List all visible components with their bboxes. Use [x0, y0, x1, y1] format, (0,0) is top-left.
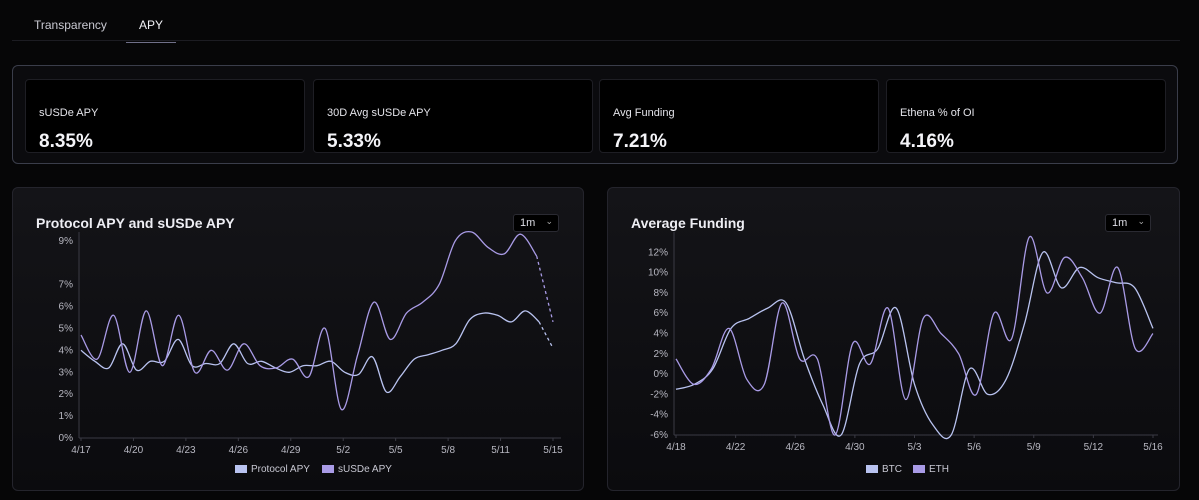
range-dropdown[interactable]: 1m ⌄: [513, 214, 559, 232]
x-tick-label: 5/3: [908, 442, 922, 453]
y-tick-label: -2%: [650, 389, 668, 400]
series-line-susde-apy: [80, 231, 538, 411]
y-tick-label: 1%: [59, 411, 74, 422]
stats-panel: sUSDe APY 8.35% 30D Avg sUSDe APY 5.33% …: [12, 65, 1178, 164]
stat-card-susde-apy: sUSDe APY 8.35%: [25, 79, 305, 153]
y-tick-label: 10%: [648, 268, 668, 279]
legend-label: ETH: [929, 464, 949, 475]
series-line-protocol-apy: [80, 310, 540, 394]
x-tick-label: 4/18: [666, 442, 686, 453]
x-tick-label: 5/16: [1143, 442, 1163, 453]
y-tick-label: 3%: [59, 367, 74, 378]
stat-value: 8.35%: [39, 131, 93, 152]
x-tick-label: 4/17: [71, 445, 91, 456]
apy-chart-panel: Protocol APY and sUSDe APY 1m ⌄ 0% 1% 2% 3%…: [12, 187, 584, 491]
legend-swatch: [913, 465, 925, 473]
x-tick-label: 4/23: [176, 445, 196, 456]
y-tick-label: 5%: [59, 323, 74, 334]
x-tick-label: 4/26: [229, 445, 249, 456]
x-tick-label: 4/29: [281, 445, 301, 456]
tab-transparency[interactable]: Transparency: [34, 18, 107, 32]
tab-bar: Transparency APY: [12, 0, 1180, 43]
legend-item-eth[interactable]: ETH: [913, 464, 949, 475]
series-line-projected: [536, 255, 554, 323]
funding-chart-panel: Average Funding 1m ⌄ -6% -4% -2% 0% 2% 4% 6% 8%…: [607, 187, 1180, 491]
stat-value: 7.21%: [613, 131, 667, 152]
y-tick-label: 0%: [654, 369, 669, 380]
x-tick-label: 5/2: [336, 445, 350, 456]
legend-item-protocol-apy[interactable]: Protocol APY: [235, 464, 310, 475]
stat-label: 30D Avg sUSDe APY: [327, 107, 431, 119]
range-value: 1m: [520, 217, 536, 229]
stat-card-avg-funding: Avg Funding 7.21%: [599, 79, 879, 153]
x-tick-label: 4/30: [845, 442, 865, 453]
y-tick-label: 9%: [59, 236, 74, 247]
y-tick-label: 2%: [59, 389, 74, 400]
y-tick-label: -6%: [650, 430, 668, 441]
y-tick-label: 6%: [654, 308, 669, 319]
x-tick-label: 5/8: [441, 445, 455, 456]
range-value: 1m: [1112, 217, 1128, 229]
stat-value: 5.33%: [327, 131, 381, 152]
x-tick-label: 5/12: [1084, 442, 1104, 453]
x-tick-label: 5/9: [1027, 442, 1041, 453]
legend-item-susde-apy[interactable]: sUSDe APY: [322, 464, 392, 475]
x-tick-label: 5/5: [389, 445, 403, 456]
legend-swatch: [866, 465, 878, 473]
legend-item-btc[interactable]: BTC: [866, 464, 902, 475]
y-tick-label: 8%: [654, 288, 669, 299]
legend-label: sUSDe APY: [338, 464, 392, 475]
stat-label: sUSDe APY: [39, 107, 99, 119]
chart-title: Average Funding: [631, 215, 745, 231]
chevron-down-icon: ⌄: [1137, 216, 1145, 226]
stat-label: Avg Funding: [613, 107, 675, 119]
series-line-eth: [675, 236, 1154, 436]
series-line-btc: [675, 251, 1154, 440]
y-tick-label: 6%: [59, 302, 74, 313]
x-tick-label: 4/20: [124, 445, 144, 456]
funding-chart: -6% -4% -2% 0% 2% 4% 6% 8% 10% 12% 4/18 4/22 4/26 4/3…: [648, 232, 1163, 453]
series-line-projected: [538, 321, 554, 349]
legend-swatch: [235, 465, 247, 473]
x-tick-label: 4/22: [726, 442, 746, 453]
y-tick-label: -4%: [650, 410, 668, 421]
x-tick-label: 5/6: [967, 442, 981, 453]
stat-card-30d-avg: 30D Avg sUSDe APY 5.33%: [313, 79, 593, 153]
y-tick-label: 0%: [59, 433, 74, 444]
legend-label: BTC: [882, 464, 902, 475]
x-tick-label: 5/15: [543, 445, 563, 456]
y-tick-label: 7%: [59, 280, 74, 291]
chevron-down-icon: ⌄: [545, 216, 553, 226]
stat-value: 4.16%: [900, 131, 954, 152]
x-tick-label: 5/11: [491, 445, 510, 456]
legend-swatch: [322, 465, 334, 473]
tab-apy[interactable]: APY: [126, 18, 177, 43]
legend-label: Protocol APY: [251, 464, 310, 475]
apy-chart: 0% 1% 2% 3% 4% 5% 6% 7% 9% 4/17 4/20 4/23 4/26 4/29 5/…: [59, 231, 563, 456]
y-tick-label: 4%: [654, 329, 669, 340]
stat-label: Ethena % of OI: [900, 107, 975, 119]
y-tick-label: 12%: [648, 247, 668, 258]
y-tick-label: 2%: [654, 349, 669, 360]
chart-title: Protocol APY and sUSDe APY: [36, 215, 235, 231]
range-dropdown[interactable]: 1m ⌄: [1105, 214, 1151, 232]
stat-card-ethena-oi: Ethena % of OI 4.16%: [886, 79, 1166, 153]
y-tick-label: 4%: [59, 345, 74, 356]
x-tick-label: 4/26: [786, 442, 806, 453]
